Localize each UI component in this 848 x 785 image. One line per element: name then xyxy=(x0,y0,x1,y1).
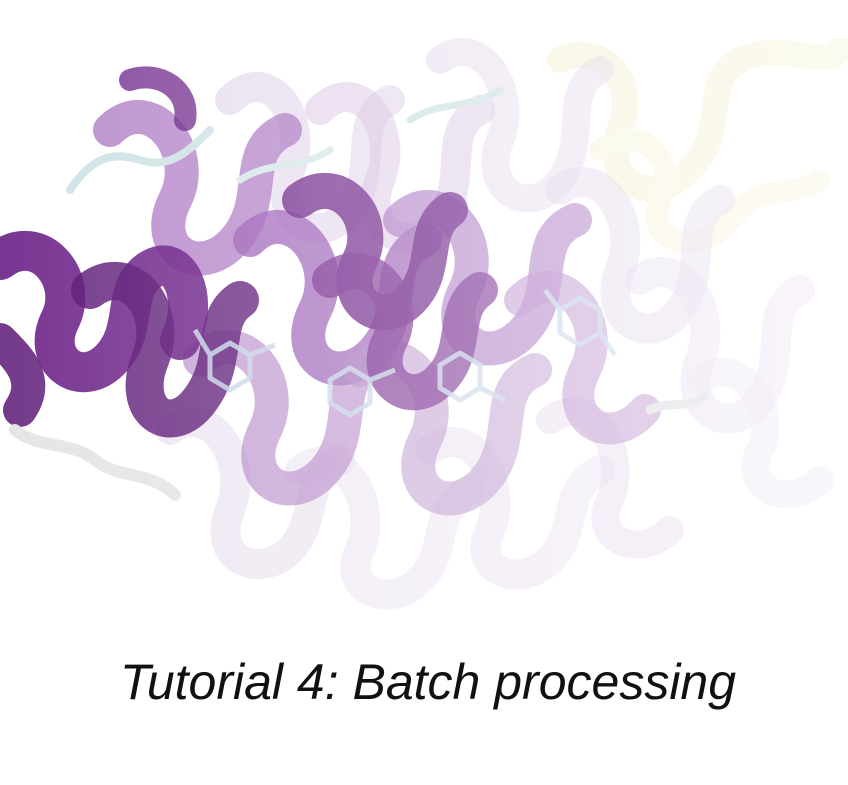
protein-render xyxy=(0,0,848,620)
tutorial-title: Tutorial 4: Batch processing xyxy=(120,654,737,710)
